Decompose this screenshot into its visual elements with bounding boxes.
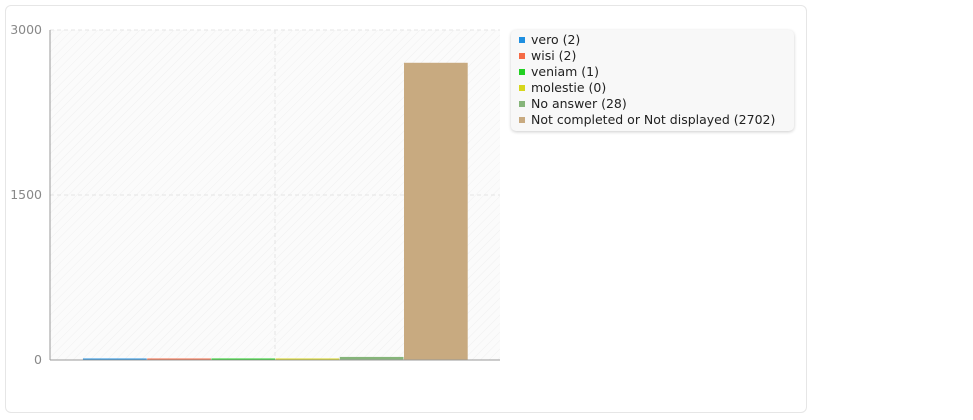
chart-card (5, 5, 807, 413)
legend-swatch-icon (519, 100, 525, 107)
legend-item[interactable]: vero (2) (519, 32, 794, 48)
bar-1[interactable] (147, 358, 211, 361)
legend-item[interactable]: Not completed or Not displayed (2702) (519, 112, 794, 128)
y-tick-label: 3000 (10, 22, 42, 37)
legend-swatch-icon (519, 68, 525, 75)
legend: vero (2) wisi (2) veniam (1) molestie (0) No… (511, 30, 794, 131)
legend-label: wisi (2) (531, 48, 577, 63)
bar-2[interactable] (211, 358, 276, 361)
y-tick-label: 0 (34, 352, 42, 367)
legend-swatch-icon (519, 52, 525, 59)
legend-swatch-icon (519, 36, 525, 43)
legend-item[interactable]: No answer (28) (519, 96, 794, 112)
legend-swatch-icon (519, 84, 525, 91)
legend-item[interactable]: veniam (1) (519, 64, 794, 80)
legend-label: Not completed or Not displayed (2702) (531, 112, 776, 127)
legend-label: molestie (0) (531, 80, 607, 95)
legend-label: No answer (28) (531, 96, 627, 111)
bar-4[interactable] (339, 356, 404, 360)
legend-label: vero (2) (531, 32, 581, 47)
y-tick-label: 1500 (10, 187, 42, 202)
legend-label: veniam (1) (531, 64, 599, 79)
bar-5[interactable] (404, 62, 468, 360)
legend-item[interactable]: wisi (2) (519, 48, 794, 64)
legend-swatch-icon (519, 116, 525, 123)
bar-0[interactable] (83, 358, 147, 361)
legend-item[interactable]: molestie (0) (519, 80, 794, 96)
bar-3[interactable] (275, 358, 340, 361)
